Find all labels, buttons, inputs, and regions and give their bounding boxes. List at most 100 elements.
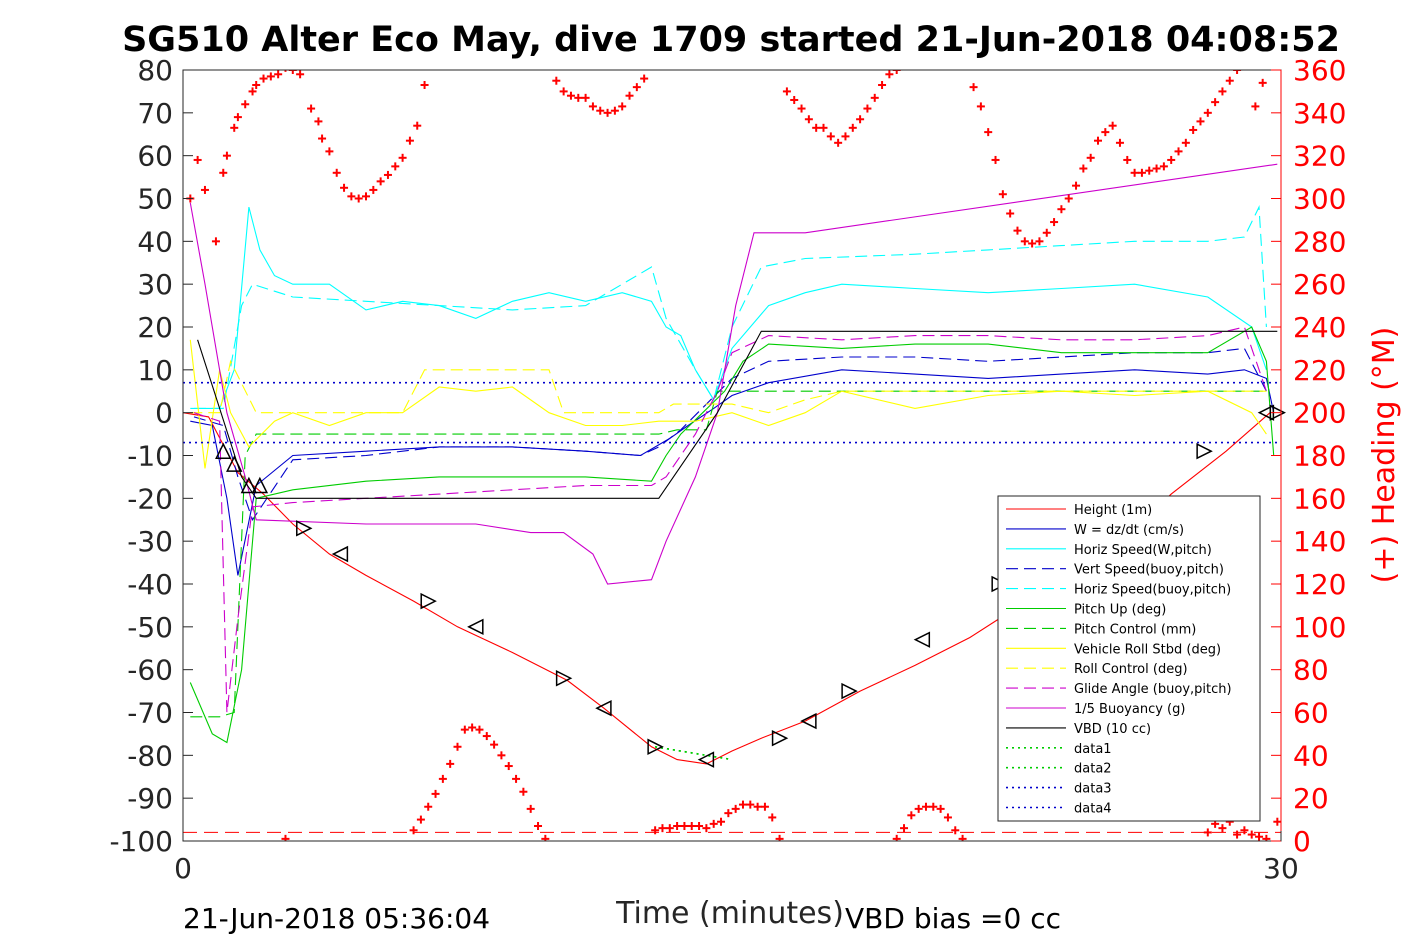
heading-point	[1233, 70, 1242, 74]
plot-area	[182, 60, 1287, 842]
heading-point	[673, 822, 682, 831]
heading-point	[1203, 828, 1212, 837]
heading-point	[1167, 155, 1176, 164]
x-tick-label: 30	[1263, 852, 1299, 885]
series-line-3	[193, 347, 1267, 522]
heading-point	[193, 155, 202, 164]
legend-entry: Vert Speed(buoy,pitch)	[1074, 563, 1224, 578]
heading-point	[420, 80, 429, 89]
heading-point	[848, 123, 857, 132]
heading-point	[651, 826, 660, 835]
series-line-10	[189, 163, 1278, 585]
legend-entry: Pitch Up (deg)	[1074, 603, 1166, 618]
heading-point	[640, 74, 649, 83]
heading-point	[307, 104, 316, 113]
heading-point	[534, 822, 543, 831]
depth-marker	[913, 631, 931, 648]
heading-point	[687, 822, 696, 831]
y-left-tick-label: -70	[127, 697, 173, 730]
footer-timestamp: 21-Jun-2018 05:36:04	[183, 902, 490, 935]
legend-entry: data2	[1074, 762, 1112, 777]
heading-point	[976, 102, 985, 111]
heading-point	[863, 104, 872, 113]
heading-point	[490, 740, 499, 749]
heading-point	[1211, 98, 1220, 107]
heading-point	[574, 93, 583, 102]
heading-point	[431, 789, 440, 798]
heading-point	[768, 813, 777, 822]
heading-point	[790, 95, 799, 104]
heading-point	[892, 70, 901, 74]
legend-box	[997, 495, 1261, 822]
heading-point	[1159, 162, 1168, 171]
heading-point	[936, 804, 945, 813]
heading-point	[1196, 117, 1205, 126]
legend-entry: Roll Control (deg)	[1074, 662, 1188, 677]
heading-point	[632, 83, 641, 92]
heading-point	[1258, 78, 1267, 87]
heading-point	[211, 237, 220, 246]
heading-point	[826, 132, 835, 141]
heading-point	[695, 822, 704, 831]
heading-point	[1225, 76, 1234, 85]
y-axis-left: 80 70 60 50 40 30 20 10 0 -10 -20 -30 -40 -50 -60 -70 -8…	[109, 54, 193, 858]
heading-point	[233, 113, 242, 122]
y-left-tick-label: 40	[137, 225, 173, 258]
heading-point	[900, 824, 909, 833]
heading-point	[362, 192, 370, 201]
y-left-tick-label: -20	[127, 482, 173, 515]
heading-point	[1086, 153, 1095, 162]
heading-point	[929, 802, 938, 811]
y-right-tick-label: 60	[1293, 697, 1329, 730]
heading-point	[1181, 138, 1190, 147]
y-right-tick-label: 80	[1293, 654, 1329, 687]
heading-point	[1145, 166, 1154, 175]
heading-point	[354, 194, 363, 203]
heading-point	[804, 115, 813, 124]
heading-point	[541, 834, 550, 841]
depth-marker	[420, 592, 437, 610]
y-right-tick-label: 280	[1293, 225, 1346, 258]
heading-point	[665, 824, 674, 833]
y-left-tick-label: -80	[127, 739, 173, 772]
legend-entry: Horiz Speed(W,pitch)	[1074, 543, 1212, 558]
depth-marker	[595, 700, 612, 717]
y-right-tick-label: 160	[1293, 482, 1346, 515]
heading-point	[797, 104, 806, 113]
y-left-tick-label: -60	[127, 654, 173, 687]
heading-point	[998, 190, 1007, 199]
heading-point	[1240, 60, 1248, 68]
depth-marker	[1269, 404, 1287, 421]
heading-point	[625, 91, 634, 100]
heading-point	[497, 751, 506, 760]
heading-point	[812, 123, 821, 132]
depth-marker	[331, 545, 349, 563]
heading-point	[870, 93, 879, 102]
x-tick-label: 0	[174, 852, 192, 885]
series-line-8	[190, 359, 1267, 414]
heading-point	[746, 800, 755, 809]
heading-point	[424, 802, 433, 811]
y-right-tick-label: 300	[1293, 183, 1346, 216]
gps-marker	[240, 476, 258, 494]
heading-point	[460, 725, 469, 734]
y-right-tick-label: 180	[1293, 440, 1346, 473]
heading-point	[856, 115, 865, 124]
heading-point	[1247, 830, 1256, 839]
heading-point	[1094, 136, 1102, 145]
y-right-tick-label: 320	[1293, 140, 1346, 173]
heading-point	[340, 183, 349, 192]
depth-marker	[841, 682, 858, 700]
heading-point	[709, 819, 718, 828]
heading-point	[318, 134, 327, 143]
heading-point	[526, 804, 535, 813]
heading-point	[482, 732, 491, 741]
heading-point	[1174, 147, 1183, 156]
heading-point	[398, 153, 407, 162]
heading-point	[446, 759, 455, 768]
series-line-4	[194, 204, 1267, 409]
legend-entry: Pitch Control (mm)	[1074, 622, 1196, 637]
heading-point	[914, 804, 923, 813]
heading-point	[1251, 102, 1260, 111]
